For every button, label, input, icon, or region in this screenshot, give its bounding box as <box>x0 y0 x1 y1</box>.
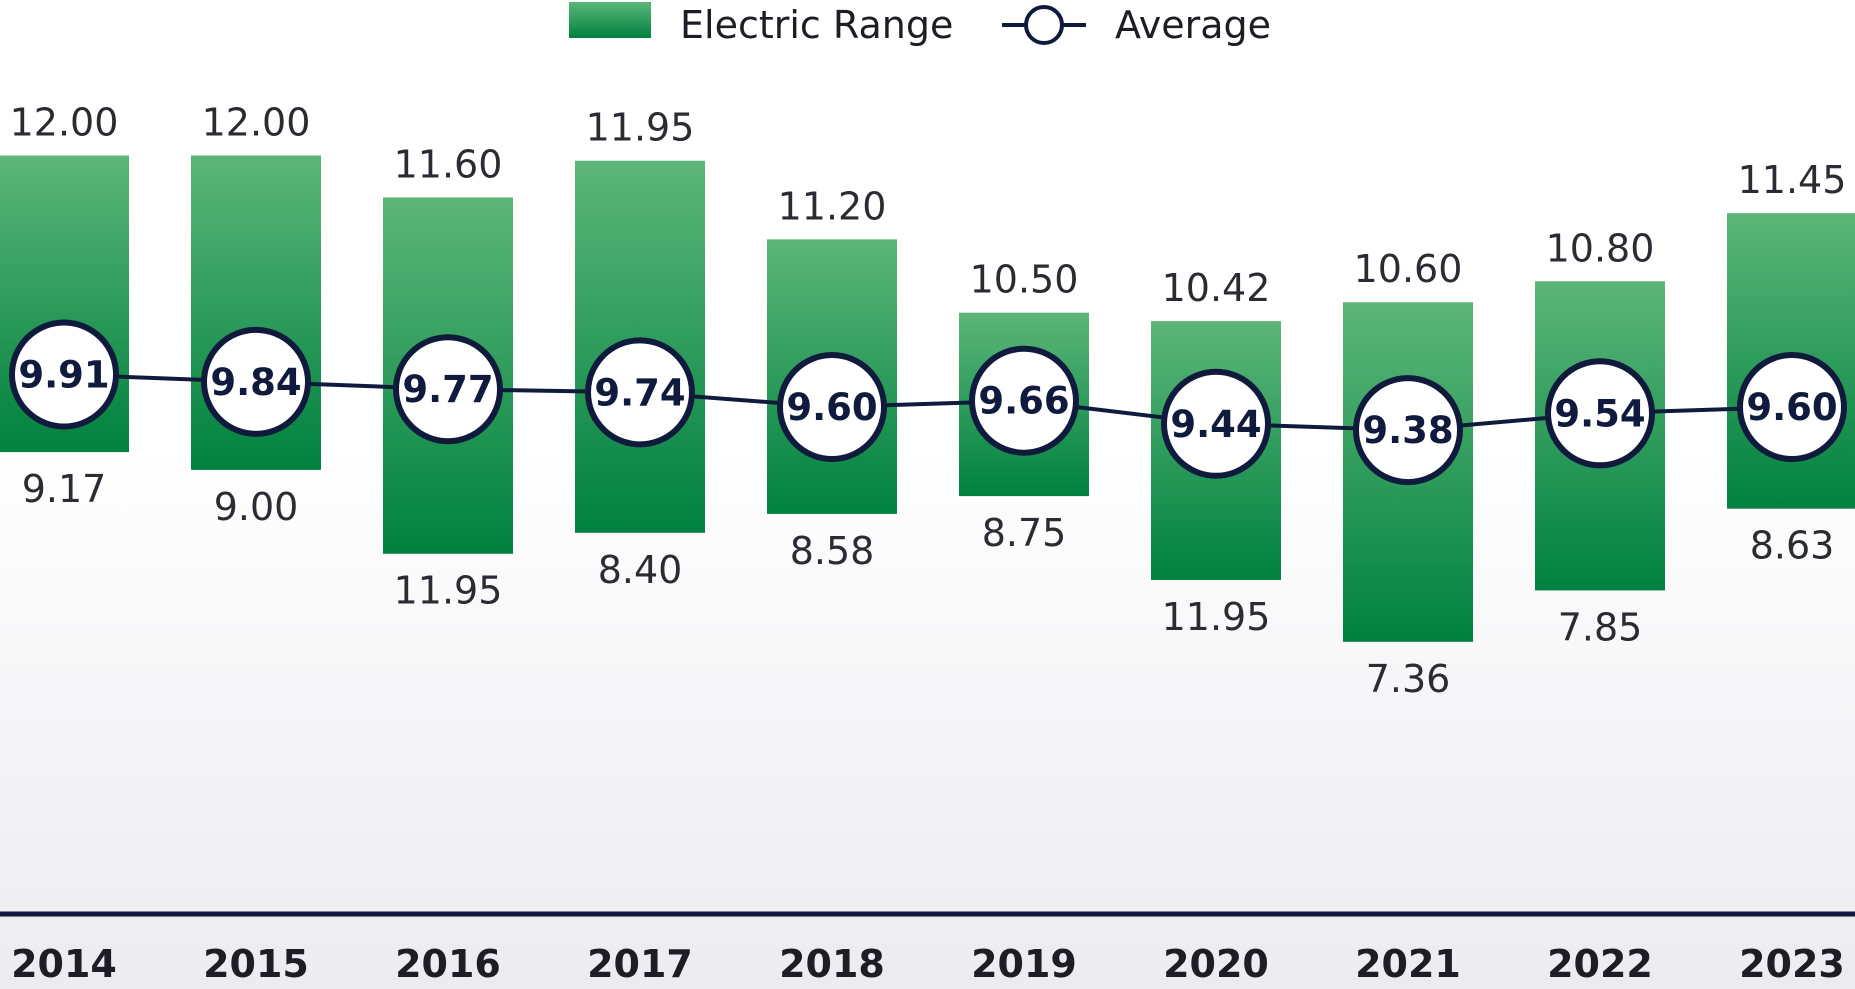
x-axis-label-2021: 2021 <box>1355 942 1461 986</box>
range-low-label-2017: 8.40 <box>598 548 683 592</box>
range-low-label-2016: 11.95 <box>394 569 503 613</box>
range-low-label-2021: 7.36 <box>1366 657 1451 701</box>
average-marker-circle-2016 <box>393 334 503 445</box>
legend: Electric Range Average <box>569 2 1271 47</box>
average-marker-circle-2020 <box>1161 368 1271 479</box>
x-axis-label-2023: 2023 <box>1739 942 1845 986</box>
average-marker-circle-2014 <box>9 319 119 430</box>
range-high-labels: 12.00 12.00 11.60 11.95 11.20 10.50 10.42 10.60… <box>10 101 1847 311</box>
average-value-label-2021: 9.38 <box>1362 409 1453 452</box>
range-low-label-2022: 7.85 <box>1558 605 1643 649</box>
range-low-label-2023: 8.63 <box>1750 524 1835 568</box>
average-value-label-2020: 9.44 <box>1170 403 1261 446</box>
x-axis-label-2019: 2019 <box>971 942 1077 986</box>
legend-swatch-average-marker <box>1024 5 1064 45</box>
x-axis-year-labels: 2014 2015 2016 2017 2018 2019 2020 2021 2022 2023 <box>11 942 1845 986</box>
average-marker-2023: 9.60 <box>1737 352 1847 463</box>
average-marker-circle-2017 <box>585 337 695 448</box>
average-marker-2021: 9.38 <box>1353 375 1463 486</box>
average-marker-2016: 9.77 <box>393 334 503 445</box>
range-high-label-2023: 11.45 <box>1738 158 1847 202</box>
legend-label-electric-range: Electric Range <box>680 3 953 47</box>
range-high-label-2016: 11.60 <box>394 142 503 186</box>
x-axis-label-2015: 2015 <box>203 942 309 986</box>
range-high-label-2021: 10.60 <box>1354 247 1463 291</box>
range-low-label-2018: 8.58 <box>790 529 875 573</box>
average-value-label-2018: 9.60 <box>786 386 877 429</box>
range-high-label-2017: 11.95 <box>586 106 695 150</box>
average-value-label-2016: 9.77 <box>402 368 493 411</box>
range-high-label-2015: 12.00 <box>202 101 311 145</box>
average-line <box>63 372 1793 433</box>
average-value-label-2014: 9.91 <box>18 354 109 397</box>
range-high-label-2019: 10.50 <box>970 258 1079 302</box>
average-marker-2018: 9.60 <box>777 352 887 463</box>
range-low-labels: 9.17 9.00 11.95 8.40 8.58 8.75 11.95 7.36 7.85 8.… <box>22 467 1835 701</box>
range-high-label-2020: 10.42 <box>1162 266 1271 310</box>
average-value-label-2017: 9.74 <box>594 371 685 414</box>
average-marker-circle-2019 <box>969 345 1079 456</box>
average-marker-2017: 9.74 <box>585 337 695 448</box>
legend-label-average: Average <box>1115 3 1271 47</box>
x-axis-label-2022: 2022 <box>1547 942 1653 986</box>
average-marker-circle-2022 <box>1545 358 1655 469</box>
x-axis-label-2014: 2014 <box>11 942 117 986</box>
range-low-label-2015: 9.00 <box>214 485 299 529</box>
average-marker-circle-2018 <box>777 352 887 463</box>
range-low-label-2014: 9.17 <box>22 467 107 511</box>
average-value-label-2019: 9.66 <box>978 380 1069 423</box>
average-marker-2019: 9.66 <box>969 345 1079 456</box>
range-low-label-2019: 8.75 <box>982 511 1067 555</box>
average-marker-2022: 9.54 <box>1545 358 1655 469</box>
range-low-label-2020: 11.95 <box>1162 595 1271 639</box>
average-marker-2020: 9.44 <box>1161 368 1271 479</box>
range-high-label-2014: 12.00 <box>10 101 119 145</box>
range-high-label-2022: 10.80 <box>1546 226 1655 270</box>
average-marker-2014: 9.91 <box>9 319 119 430</box>
x-axis-label-2017: 2017 <box>587 942 693 986</box>
average-marker-2015: 9.84 <box>201 326 311 437</box>
x-axis-label-2018: 2018 <box>779 942 885 986</box>
range-high-label-2018: 11.20 <box>778 184 887 228</box>
legend-swatch-electric-range <box>569 2 651 38</box>
average-value-label-2015: 9.84 <box>210 361 301 404</box>
x-axis-label-2016: 2016 <box>395 942 501 986</box>
x-axis-label-2020: 2020 <box>1163 942 1269 986</box>
average-value-label-2023: 9.60 <box>1746 386 1837 429</box>
average-marker-circle-2023 <box>1737 352 1847 463</box>
average-markers: 9.91 9.84 9.77 9.74 9.60 9.66 9.44 9.38 9.54 9.60 <box>9 319 1847 486</box>
average-marker-circle-2015 <box>201 326 311 437</box>
average-marker-circle-2021 <box>1353 375 1463 486</box>
average-value-label-2022: 9.54 <box>1554 392 1645 435</box>
